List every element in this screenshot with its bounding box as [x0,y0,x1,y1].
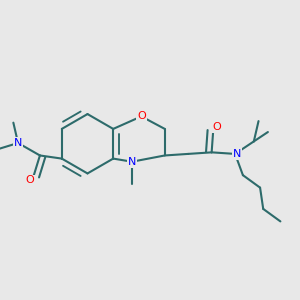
Text: O: O [213,122,221,132]
Text: O: O [26,176,34,185]
Text: N: N [14,138,22,148]
Text: N: N [128,157,136,167]
Text: O: O [137,111,146,122]
Text: N: N [232,149,241,159]
